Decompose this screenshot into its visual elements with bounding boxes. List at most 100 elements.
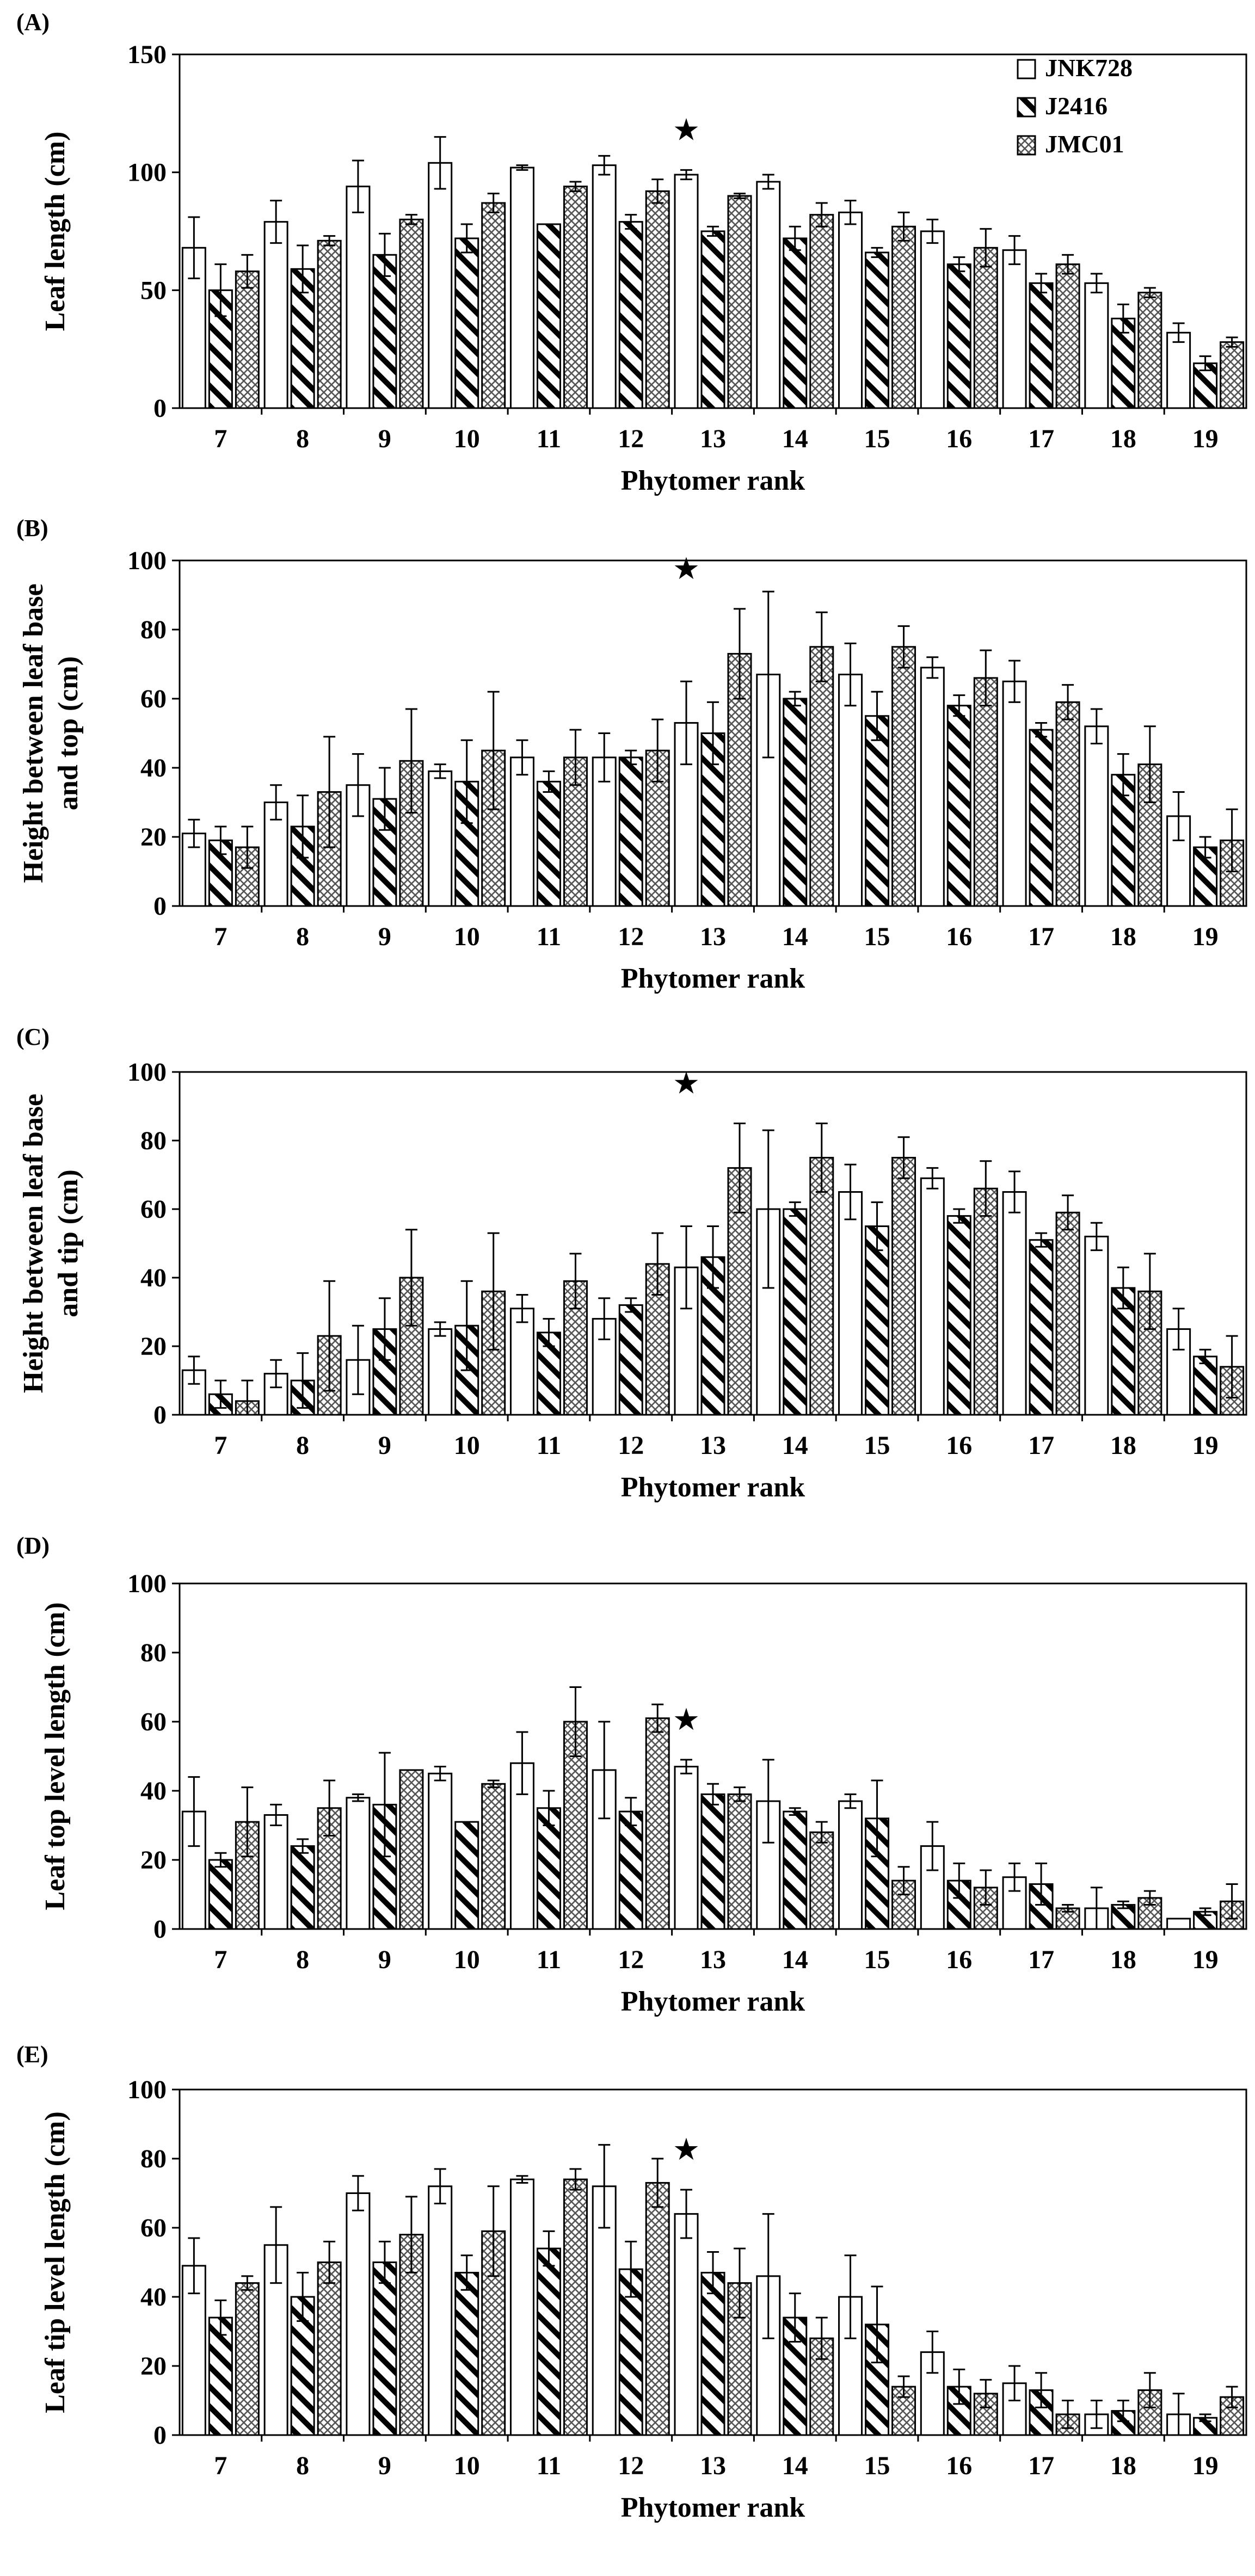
x-tick-label: 11: [537, 424, 561, 453]
x-tick-label: 14: [782, 922, 808, 951]
star-icon: ★: [673, 2133, 700, 2167]
bar: [509, 1308, 534, 1416]
chart-panel: (B) 0 20 40 60 80 100 7 8 9 10 11 12 13 14 15 16 17 18 19 ★ P…: [16, 515, 1247, 994]
bar: [1029, 1239, 1054, 1416]
bar: [428, 770, 453, 907]
x-tick-label: 17: [1028, 1431, 1054, 1460]
bar: [208, 2316, 233, 2436]
bar: [317, 2261, 342, 2436]
x-tick-label: 7: [214, 1431, 227, 1460]
y-tick-label: 60: [140, 2214, 167, 2242]
bar: [783, 698, 808, 907]
bar: [809, 646, 834, 907]
x-tick-label: 10: [454, 922, 480, 951]
x-tick-label: 13: [700, 424, 726, 453]
bar: [1193, 362, 1218, 409]
bar: [372, 2261, 397, 2436]
x-tick-label: 18: [1110, 1431, 1136, 1460]
x-tick-label: 17: [1028, 2451, 1054, 2480]
bar: [1084, 725, 1109, 907]
y-axis-title: Leaf top level length (cm): [40, 1602, 71, 1910]
y-tick-label: 0: [153, 394, 167, 423]
bar: [946, 1215, 971, 1416]
y-tick-label: 40: [140, 754, 167, 782]
bar: [865, 715, 890, 907]
bar: [838, 674, 863, 907]
x-tick-label: 12: [618, 1945, 644, 1974]
bar: [756, 674, 781, 907]
bar: [1002, 1191, 1027, 1416]
bar: [920, 667, 945, 907]
legend-swatch: [1017, 59, 1036, 79]
y-tick-label: 80: [140, 2144, 167, 2173]
bar: [618, 221, 643, 409]
x-tick-label: 7: [214, 2451, 227, 2480]
x-tick-label: 15: [864, 424, 890, 453]
y-axis-title: Height between leaf base: [18, 1094, 49, 1393]
x-tick-label: 15: [864, 922, 890, 951]
bar: [536, 780, 561, 907]
x-tick-label: 9: [378, 1945, 391, 1974]
y-axis-title: Leaf length (cm): [40, 132, 71, 331]
x-tick-label: 9: [378, 922, 391, 951]
bar: [618, 756, 643, 907]
bar: [317, 239, 342, 409]
x-tick-label: 12: [618, 1431, 644, 1460]
y-tick-label: 80: [140, 1126, 167, 1155]
y-tick-label: 80: [140, 615, 167, 644]
bar: [481, 202, 506, 409]
bar: [208, 1859, 233, 1930]
x-tick-label: 12: [618, 2451, 644, 2480]
bar: [727, 1793, 752, 1930]
y-tick-label: 40: [140, 1777, 167, 1805]
bar: [1084, 282, 1109, 409]
bar: [618, 1810, 643, 1930]
bar: [1055, 1211, 1080, 1416]
bar: [263, 2244, 288, 2436]
bar: [809, 1157, 834, 1416]
x-tick-label: 18: [1110, 424, 1136, 453]
bar: [1029, 2389, 1054, 2436]
x-tick-label: 18: [1110, 1945, 1136, 1974]
panel-label: (A): [16, 9, 50, 35]
x-tick-label: 8: [296, 2451, 309, 2480]
y-tick-label: 20: [140, 1846, 167, 1875]
y-tick-label: 40: [140, 1264, 167, 1292]
bar: [645, 190, 670, 409]
x-tick-label: 9: [378, 1431, 391, 1460]
bar: [509, 167, 534, 409]
x-tick-label: 15: [864, 1945, 890, 1974]
bar: [536, 223, 561, 409]
bar: [920, 230, 945, 409]
bar: [1055, 263, 1080, 409]
bar: [563, 186, 588, 409]
panel-label: (B): [16, 515, 48, 541]
bar: [809, 1831, 834, 1930]
bar: [1193, 1355, 1218, 1416]
x-tick-label: 9: [378, 2451, 391, 2480]
bar: [509, 2178, 534, 2436]
y-tick-label: 20: [140, 823, 167, 852]
bar: [891, 646, 916, 907]
bar: [1137, 763, 1162, 907]
x-tick-label: 17: [1028, 1945, 1054, 1974]
x-tick-label: 16: [946, 922, 972, 951]
star-icon: ★: [673, 1703, 700, 1737]
legend-swatch: [1017, 135, 1036, 156]
bar: [1002, 680, 1027, 907]
bar: [481, 1783, 506, 1930]
x-tick-label: 14: [782, 424, 808, 453]
bar: [428, 162, 453, 409]
y-tick-label: 100: [127, 1058, 167, 1087]
bar: [645, 2181, 670, 2436]
x-tick-label: 16: [946, 1431, 972, 1460]
y-tick-label: 0: [153, 1401, 167, 1429]
legend-label: JNK728: [1045, 54, 1133, 82]
x-tick-label: 10: [454, 1431, 480, 1460]
bar: [946, 263, 971, 409]
y-tick-label: 150: [127, 40, 167, 69]
legend: JNK728 J2416 JMC01: [1017, 54, 1133, 158]
y-tick-label: 80: [140, 1638, 167, 1667]
x-tick-label: 13: [700, 922, 726, 951]
bar: [1220, 2396, 1245, 2436]
